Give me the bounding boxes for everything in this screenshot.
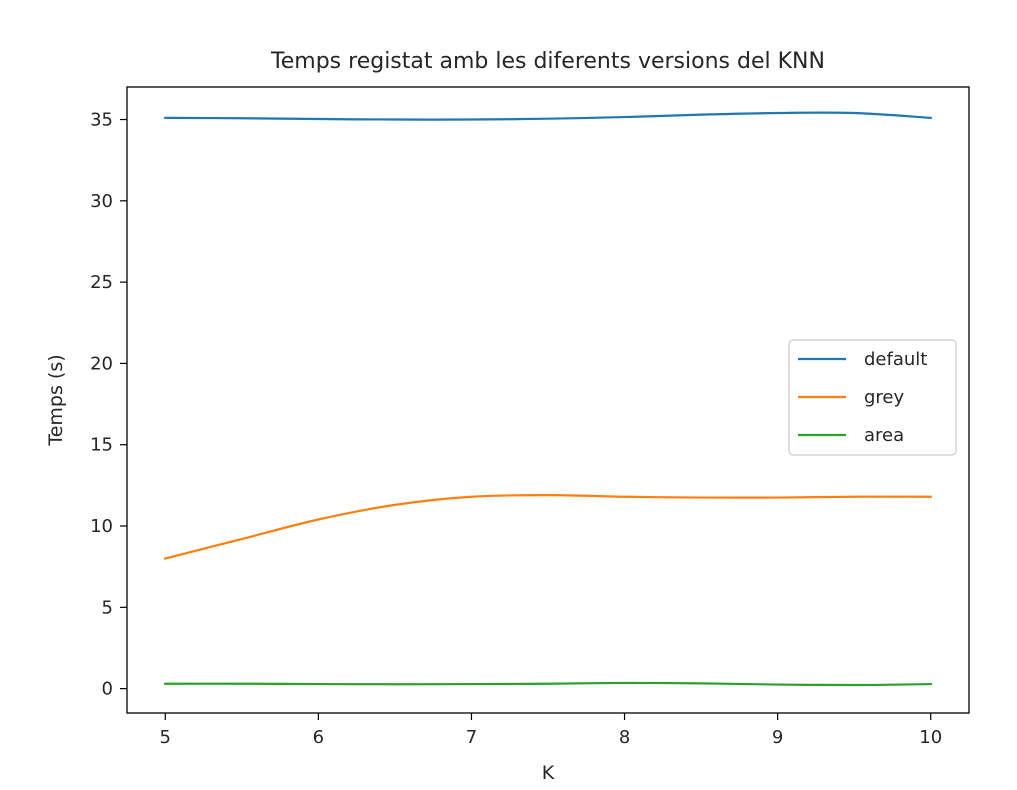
y-axis-label: Temps (s) — [45, 354, 67, 446]
plot-frame — [126, 86, 970, 714]
legend-label-grey: grey — [864, 387, 905, 408]
legend-box — [788, 339, 957, 456]
x-axis: 5 6 7 8 9 10 — [160, 713, 942, 748]
x-tick-label: 5 — [160, 727, 171, 748]
y-tick-label: 35 — [90, 110, 113, 131]
x-tick-label: 8 — [619, 727, 630, 748]
series-line-default — [164, 111, 932, 121]
legend-label-area: area — [864, 425, 904, 446]
x-tick-label: 7 — [466, 727, 477, 748]
series-line-grey — [163, 494, 932, 560]
y-tick-label: 15 — [90, 435, 113, 456]
x-tick-label: 6 — [313, 727, 324, 748]
series-layer — [163, 111, 932, 687]
x-tick-label: 10 — [919, 727, 942, 748]
series-line-area — [164, 681, 932, 687]
y-tick-label: 0 — [102, 679, 113, 700]
legend: default grey area — [788, 339, 957, 456]
y-tick-label: 20 — [90, 353, 113, 374]
y-tick-label: 25 — [90, 272, 113, 293]
y-axis: 0 5 10 15 20 25 30 35 — [90, 110, 127, 700]
x-axis-label: K — [542, 762, 555, 784]
y-tick-label: 30 — [90, 191, 113, 212]
y-tick-label: 10 — [90, 516, 113, 537]
chart-title: Temps registat amb les diferents version… — [270, 49, 825, 74]
legend-label-default: default — [864, 349, 927, 370]
y-tick-label: 5 — [102, 597, 113, 618]
x-tick-label: 9 — [772, 727, 783, 748]
